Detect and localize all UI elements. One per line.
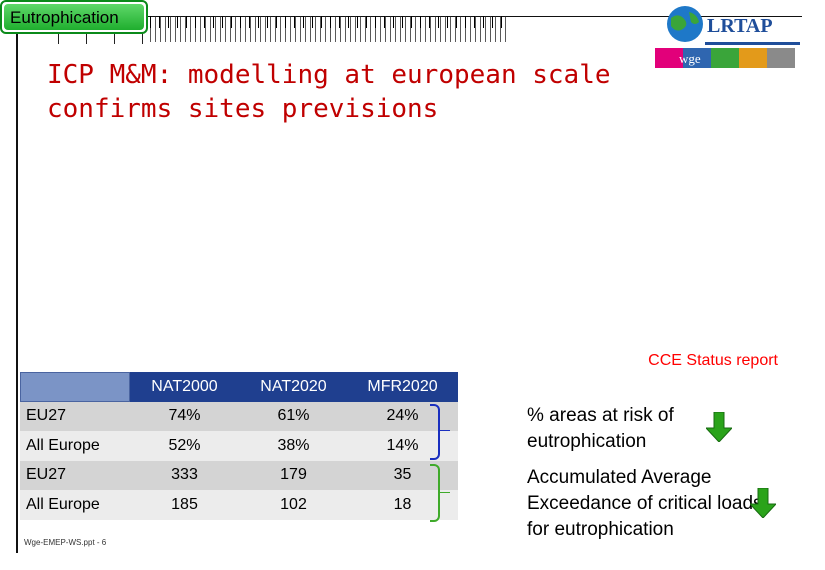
table-cell: 179 xyxy=(280,466,307,484)
note-areas-at-risk: % areas at risk of eutrophication xyxy=(527,405,674,452)
down-arrow-icon xyxy=(750,488,776,518)
ruler-decoration-left xyxy=(58,32,150,44)
table-cell: 333 xyxy=(171,466,198,484)
data-table: NAT2000 NAT2020 MFR2020 EU27 74% 61% 24%… xyxy=(20,372,458,520)
lrtap-logo: LRTAP wge xyxy=(655,6,800,68)
section-tab: Eutrophication xyxy=(0,0,148,34)
table-cell: 24% xyxy=(386,407,419,425)
table-header-cell: NAT2000 xyxy=(151,377,218,395)
down-arrow-icon xyxy=(706,412,732,442)
note-exceedance: Accumulated Average Exceedance of critic… xyxy=(527,467,763,540)
table-cell: 38% xyxy=(277,436,310,454)
row-label: All Europe xyxy=(26,436,100,454)
section-tab-label: Eutrophication xyxy=(10,8,119,27)
table-row: All Europe 185 102 18 xyxy=(20,490,458,520)
table-header-row: NAT2000 NAT2020 MFR2020 xyxy=(20,372,458,402)
logo-wge-text: wge xyxy=(679,51,701,66)
table-cell: 102 xyxy=(280,495,307,513)
table-cell: 14% xyxy=(386,436,419,454)
table-cell: 185 xyxy=(171,495,198,513)
row-label: EU27 xyxy=(26,407,67,425)
table-cell: 74% xyxy=(168,407,201,425)
table-cell: 35 xyxy=(393,466,412,484)
bracket-exceedance-rows xyxy=(430,464,440,522)
table-row: EU27 74% 61% 24% xyxy=(20,401,458,431)
table-header-cell xyxy=(20,372,130,402)
row-label: EU27 xyxy=(26,466,67,484)
table-cell: 52% xyxy=(168,436,201,454)
table-cell: 18 xyxy=(393,495,412,513)
source-citation: CCE Status report xyxy=(648,352,778,369)
logo-text: LRTAP xyxy=(707,15,773,37)
table-header-cell: MFR2020 xyxy=(367,377,438,395)
bracket-tick xyxy=(440,430,450,431)
bracket-percentage-rows xyxy=(430,404,440,460)
slide-title: ICP M&M: modelling at european scale con… xyxy=(47,60,611,124)
row-label: All Europe xyxy=(26,495,100,513)
bracket-tick xyxy=(440,492,450,493)
table-row: All Europe 52% 38% 14% xyxy=(20,431,458,461)
slide-footer: Wge-EMEP-WS.ppt - 6 xyxy=(24,538,107,547)
table-header-cell: NAT2020 xyxy=(260,377,327,395)
table-row: EU27 333 179 35 xyxy=(20,460,458,490)
ruler-decoration-major xyxy=(150,16,510,28)
table-cell: 61% xyxy=(277,407,310,425)
